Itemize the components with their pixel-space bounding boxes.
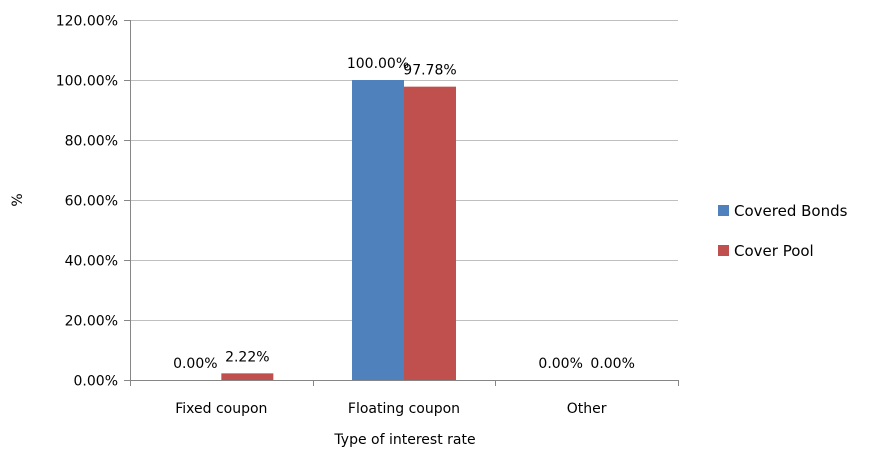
data-labels: 0.00% 100.00% 0.00% 2.22% 97.78% 0.00% bbox=[173, 56, 635, 372]
x-tick-label: Floating coupon bbox=[348, 401, 460, 417]
y-tick-label: 40.00% bbox=[65, 254, 118, 270]
bar bbox=[352, 80, 404, 380]
data-label: 0.00% bbox=[590, 356, 634, 372]
y-tick-label: 100.00% bbox=[56, 74, 118, 90]
y-tick-label: 0.00% bbox=[74, 374, 118, 390]
y-tick-label: 120.00% bbox=[56, 14, 118, 30]
x-axis-title: Type of interest rate bbox=[333, 432, 475, 448]
x-tick-label: Fixed coupon bbox=[175, 401, 267, 417]
y-tick-label: 20.00% bbox=[65, 314, 118, 330]
axes bbox=[124, 20, 679, 386]
legend: Covered Bonds Cover Pool bbox=[718, 202, 848, 260]
data-label: 2.22% bbox=[225, 349, 269, 365]
data-label: 0.00% bbox=[538, 356, 582, 372]
data-label: 0.00% bbox=[173, 356, 217, 372]
bar bbox=[221, 373, 274, 380]
x-tick-label: Other bbox=[567, 401, 607, 417]
bars bbox=[221, 80, 456, 380]
y-tick-label: 60.00% bbox=[65, 194, 118, 210]
y-tick-label: 80.00% bbox=[65, 134, 118, 150]
tick-labels: 0.00% 20.00% 40.00% 60.00% 80.00% 100.00% 120.… bbox=[56, 14, 607, 418]
y-axis-title: % bbox=[10, 193, 26, 206]
bar bbox=[404, 86, 456, 380]
data-label: 100.00% bbox=[347, 56, 409, 72]
legend-label: Covered Bonds bbox=[734, 202, 848, 220]
data-label: 97.78% bbox=[403, 63, 456, 79]
legend-swatch bbox=[718, 205, 729, 216]
legend-swatch bbox=[718, 245, 729, 256]
legend-label: Cover Pool bbox=[734, 242, 814, 260]
